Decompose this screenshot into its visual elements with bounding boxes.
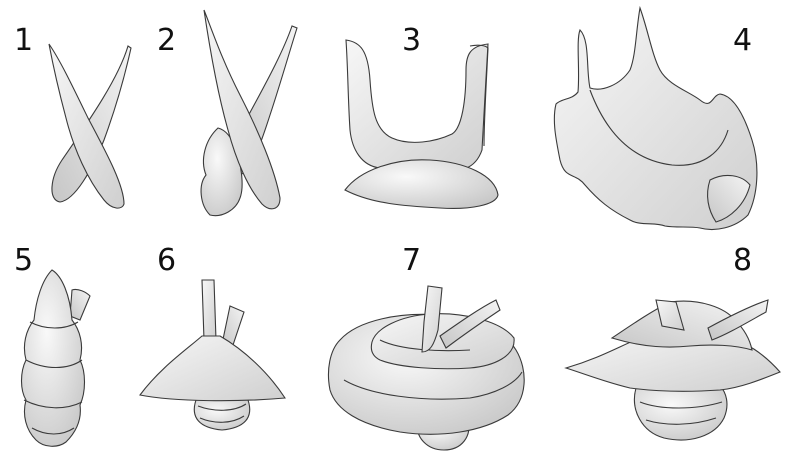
figure-7-drawing — [327, 285, 525, 451]
figure-number-2: 2 — [157, 23, 177, 58]
figure-1-drawing — [48, 43, 132, 209]
figure-6-drawing — [139, 279, 286, 431]
figure-5-drawing — [20, 269, 91, 447]
figure-number-8: 8 — [733, 243, 753, 278]
figure-number-7: 7 — [402, 243, 422, 278]
figure-number-6: 6 — [157, 243, 177, 278]
figure-4-drawing — [553, 5, 758, 231]
figure-number-1: 1 — [14, 23, 34, 58]
figure-2-drawing — [200, 9, 298, 217]
figure-3-drawing — [344, 39, 499, 209]
figure-number-5: 5 — [14, 243, 34, 278]
figure-8-drawing — [564, 299, 781, 441]
figure-number-3: 3 — [402, 23, 422, 58]
figure-number-4: 4 — [733, 23, 753, 58]
